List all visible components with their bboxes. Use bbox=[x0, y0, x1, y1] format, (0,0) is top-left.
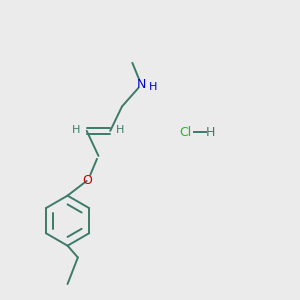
Text: H: H bbox=[149, 82, 158, 92]
Text: O: O bbox=[82, 174, 92, 188]
Text: H: H bbox=[116, 125, 125, 135]
Text: H: H bbox=[206, 126, 215, 139]
Text: N: N bbox=[136, 78, 146, 91]
Text: Cl: Cl bbox=[179, 126, 191, 139]
Text: H: H bbox=[72, 125, 81, 135]
